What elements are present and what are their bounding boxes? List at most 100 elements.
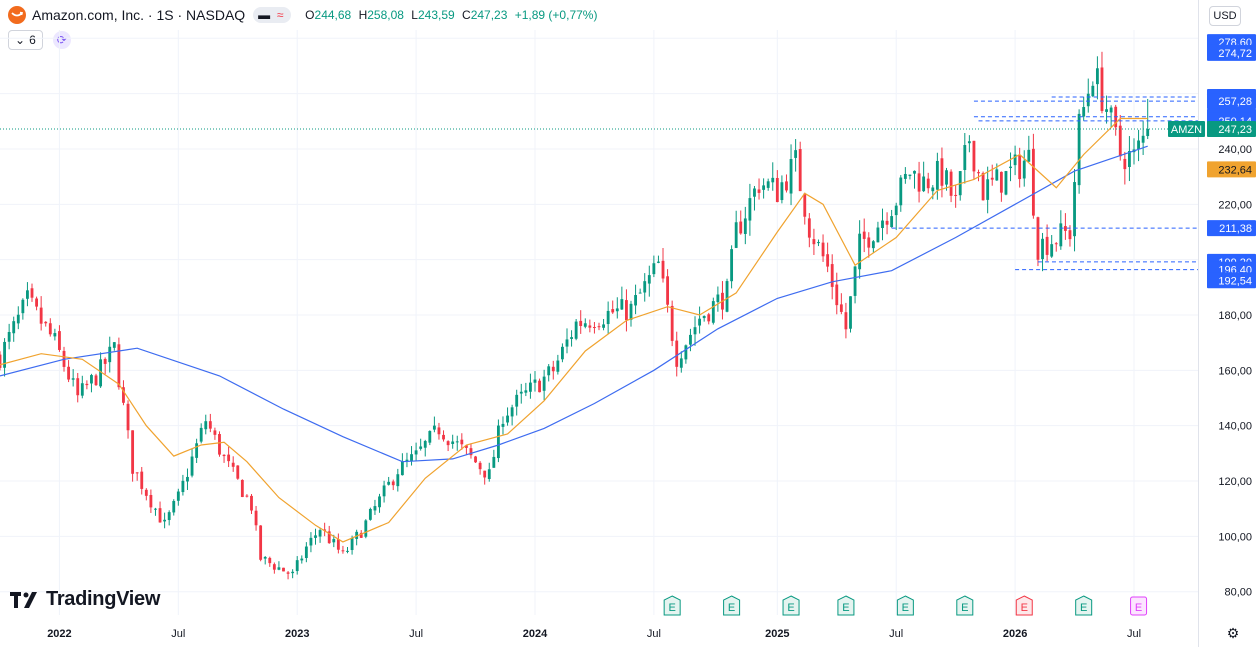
candle-body: [432, 425, 436, 430]
candle-body: [222, 454, 226, 457]
y-tick-label: 160,00: [1218, 365, 1252, 377]
x-tick-label: 2024: [523, 628, 548, 640]
candle-body: [1068, 230, 1072, 240]
candle-body: [931, 187, 935, 192]
candle-body: [428, 431, 432, 443]
candle-body: [1054, 243, 1058, 245]
symbol-title[interactable]: Amazon.com, Inc. · 1S · NASDAQ: [32, 7, 246, 23]
candle-body: [798, 149, 802, 192]
candle-body: [789, 159, 793, 194]
chart-style-toggle[interactable]: ▬ ≈: [253, 7, 292, 23]
candle-body: [602, 324, 605, 328]
candle-body: [739, 221, 743, 234]
currency-button[interactable]: USD: [1209, 6, 1241, 26]
candle-body: [501, 423, 505, 427]
candle-body: [300, 558, 304, 561]
candle-body: [483, 470, 487, 478]
candle-body: [90, 375, 93, 384]
candle-body: [917, 173, 921, 192]
candle-body: [35, 298, 38, 307]
candle-body: [903, 173, 907, 179]
candle-body: [309, 537, 313, 546]
candle-body: [593, 327, 596, 329]
candle-body: [743, 218, 747, 234]
candle-body: [16, 314, 20, 324]
approx-icon[interactable]: ≈: [276, 8, 284, 22]
candle-body: [977, 172, 980, 174]
candle-body: [1109, 107, 1113, 113]
candle-body: [542, 376, 546, 391]
high-label: H: [358, 8, 368, 22]
candle-body: [181, 480, 185, 493]
price-scale-label: 211,38: [1219, 223, 1252, 235]
candle-body: [364, 520, 368, 537]
candle-body: [675, 340, 679, 367]
candle-body: [1091, 85, 1095, 97]
candle-body: [332, 539, 336, 543]
candle-body: [775, 177, 779, 203]
candle-body: [551, 366, 555, 372]
candle-body: [442, 434, 445, 440]
candle-body: [538, 380, 541, 393]
indicator-bar: ⌄ 6 ⟳: [8, 30, 71, 50]
candle-body: [478, 462, 482, 470]
candle-body: [716, 294, 720, 303]
ma200-line: [0, 145, 1148, 463]
candle-body: [359, 532, 363, 538]
candle-body: [967, 141, 971, 144]
sync-icon[interactable]: ⟳: [52, 31, 71, 49]
candle-body: [867, 237, 871, 248]
candle-body: [1137, 140, 1140, 150]
candle-body: [981, 173, 985, 201]
low-label: L: [411, 8, 418, 22]
candle-body: [455, 441, 459, 443]
symbol-tag-badge: [1168, 120, 1205, 137]
candle-body: [1086, 93, 1090, 107]
candle-body: [405, 459, 409, 462]
minus-icon[interactable]: ▬: [258, 8, 271, 22]
x-tick-label: Jul: [171, 628, 185, 640]
tradingview-logo[interactable]: TradingView: [10, 588, 160, 611]
candle-body: [135, 472, 139, 474]
earnings-marker-label: E: [668, 602, 675, 614]
gear-icon[interactable]: ⚙: [1226, 625, 1240, 641]
candle-body: [291, 571, 295, 574]
indicator-count: 6: [29, 33, 36, 47]
candle-body: [1027, 149, 1031, 162]
candle-body: [85, 383, 89, 386]
earnings-marker-label: E: [902, 602, 909, 614]
candle-body: [323, 529, 327, 531]
symbol-header: Amazon.com, Inc. · 1S · NASDAQ ▬ ≈ O244,…: [0, 0, 1200, 30]
candle-body: [547, 366, 551, 376]
candle-body: [250, 495, 253, 511]
high-value: 258,08: [367, 8, 404, 22]
candle-body: [282, 567, 285, 572]
symbol-tag-label: AMZN: [1171, 124, 1202, 136]
candle-body: [387, 481, 391, 485]
candle-body: [268, 557, 272, 564]
indicators-toggle-button[interactable]: ⌄ 6: [8, 30, 43, 50]
y-tick-label: 180,00: [1218, 310, 1252, 322]
candle-body: [643, 281, 647, 293]
candle-body: [862, 231, 866, 239]
candle-body: [341, 550, 345, 552]
candle-body: [615, 308, 619, 312]
candle-body: [231, 462, 235, 467]
candle-body: [460, 439, 464, 445]
candle-body: [807, 218, 811, 238]
candle-body: [935, 160, 939, 190]
candle-body: [350, 537, 354, 551]
candle-body: [1045, 236, 1049, 255]
price-scale-badge: [1207, 93, 1256, 110]
candle-body: [940, 158, 944, 186]
candle-body: [858, 233, 862, 270]
candle-body: [506, 415, 509, 423]
candle-body: [67, 366, 71, 380]
candle-body: [803, 193, 807, 217]
price-scale-badge: [1207, 220, 1256, 237]
x-tick-label: Jul: [647, 628, 661, 640]
candle-body: [254, 510, 258, 526]
candle-body: [208, 421, 212, 429]
candle-body: [876, 227, 880, 243]
